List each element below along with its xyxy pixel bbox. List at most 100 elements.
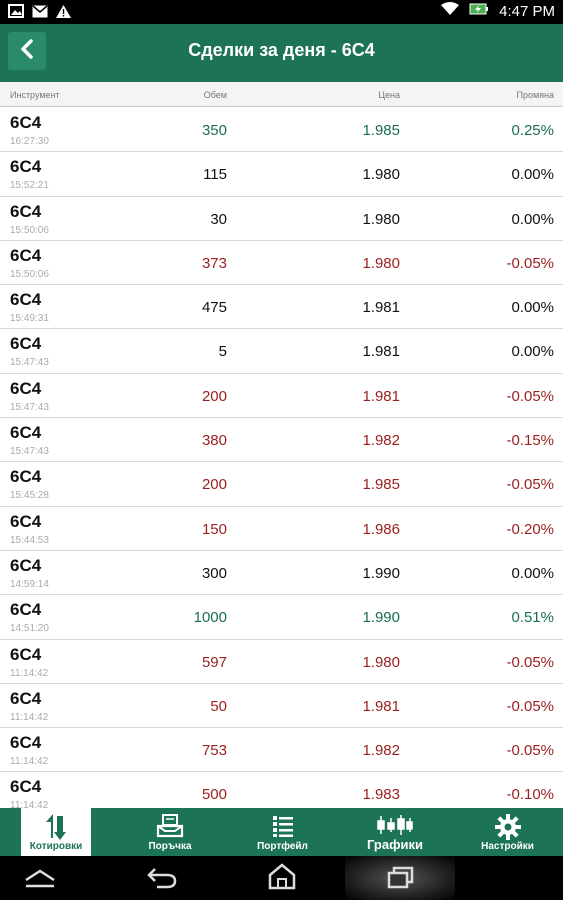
- tab-portfolio[interactable]: Портфейл: [240, 808, 325, 856]
- trade-volume: 500: [201, 786, 227, 804]
- instrument-symbol: 6C4: [10, 644, 42, 664]
- trade-time: 15:50:06: [10, 224, 49, 236]
- back-button[interactable]: [8, 32, 46, 70]
- home-up-icon[interactable]: [20, 864, 60, 892]
- app-header: Сделки за деня - 6C4: [0, 24, 563, 82]
- trade-row[interactable]: 6C4 11:14:42 753 1.982 -0.05%: [0, 728, 563, 773]
- recent-apps-icon[interactable]: [381, 864, 421, 892]
- bottom-tab-bar: Котировки Поръчка Портфейл Графики Настр…: [0, 808, 563, 856]
- trade-price: 1.980: [362, 653, 400, 671]
- column-header-volume: Обем: [203, 90, 227, 100]
- instrument-symbol: 6C4: [10, 600, 42, 620]
- trade-time: 15:50:06: [10, 268, 49, 280]
- trade-price: 1.986: [362, 520, 400, 538]
- trade-row[interactable]: 6C4 15:52:21 115 1.980 0.00%: [0, 152, 563, 197]
- trade-price: 1.980: [362, 166, 400, 184]
- trade-volume: 1000: [193, 609, 227, 627]
- instrument-symbol: 6C4: [10, 378, 42, 398]
- page-title: Сделки за деня - 6C4: [188, 40, 375, 60]
- trade-row[interactable]: 6C4 15:49:31 475 1.981 0.00%: [0, 285, 563, 330]
- trade-change: 0.51%: [511, 609, 554, 627]
- trade-volume: 30: [210, 210, 227, 228]
- instrument-symbol: 6C4: [10, 511, 42, 531]
- trade-change: -0.05%: [506, 476, 554, 494]
- trade-time: 15:44:53: [10, 534, 49, 546]
- trade-row[interactable]: 6C4 11:14:42 500 1.983 -0.10%: [0, 772, 563, 808]
- instrument-symbol: 6C4: [10, 201, 42, 221]
- back-icon[interactable]: [142, 864, 182, 892]
- trade-volume: 753: [201, 742, 227, 760]
- instrument-symbol: 6C4: [10, 423, 42, 443]
- tab-label: Настройки: [481, 841, 534, 852]
- trade-row[interactable]: 6C4 15:47:43 200 1.981 -0.05%: [0, 373, 563, 419]
- trade-time: 11:14:42: [10, 711, 49, 723]
- trade-row[interactable]: 6C4 15:47:43 380 1.982 -0.15%: [0, 418, 563, 463]
- trade-change: -0.05%: [506, 254, 554, 272]
- trade-volume: 597: [201, 653, 227, 671]
- trade-volume: 150: [201, 520, 227, 538]
- trade-row[interactable]: 6C4 15:50:06 373 1.980 -0.05%: [0, 240, 563, 286]
- instrument-symbol: 6C4: [10, 467, 42, 487]
- trade-volume: 200: [201, 476, 227, 494]
- home-icon[interactable]: [262, 862, 302, 890]
- tab-quotes[interactable]: Котировки: [21, 808, 91, 856]
- tab-settings[interactable]: Настройки: [465, 808, 550, 856]
- trade-row[interactable]: 6C4 15:47:43 5 1.981 0.00%: [0, 329, 563, 374]
- tab-label: Графики: [367, 837, 423, 852]
- trade-price: 1.985: [362, 476, 400, 494]
- trade-price: 1.982: [362, 432, 400, 450]
- trade-price: 1.981: [362, 343, 400, 361]
- trade-volume: 373: [201, 254, 227, 272]
- trade-price: 1.982: [362, 742, 400, 760]
- trade-time: 15:45:28: [10, 490, 49, 502]
- trade-price: 1.981: [362, 299, 400, 317]
- back-arrow-icon: [20, 38, 34, 64]
- trade-time: 11:14:42: [10, 667, 49, 679]
- trade-time: 15:47:43: [10, 446, 49, 458]
- trade-change: 0.25%: [511, 122, 554, 139]
- instrument-symbol: 6C4: [10, 157, 42, 177]
- trade-time: 11:14:42: [10, 756, 49, 768]
- trade-change: -0.10%: [506, 786, 554, 804]
- trade-volume: 300: [201, 564, 227, 582]
- trade-change: 0.00%: [511, 166, 554, 184]
- trade-row[interactable]: 6C4 11:14:42 50 1.981 -0.05%: [0, 683, 563, 729]
- trade-price: 1.990: [362, 564, 400, 582]
- trade-row[interactable]: 6C4 15:50:06 30 1.980 0.00%: [0, 196, 563, 241]
- candlestick-chart-icon: [350, 814, 440, 836]
- trade-row[interactable]: 6C4 15:44:53 150 1.986 -0.20%: [0, 506, 563, 551]
- trade-time: 15:47:43: [10, 401, 49, 413]
- trade-row[interactable]: 6C4 15:45:28 200 1.985 -0.05%: [0, 462, 563, 507]
- trade-row[interactable]: 6C4 11:14:42 597 1.980 -0.05%: [0, 639, 563, 684]
- trade-change: 0.00%: [511, 343, 554, 361]
- trade-row[interactable]: 6C4 16:27:30 350 1.985 0.25%: [0, 108, 563, 153]
- trade-change: -0.05%: [506, 653, 554, 671]
- trade-time: 14:59:14: [10, 578, 49, 590]
- trade-time: 15:47:43: [10, 357, 49, 369]
- instrument-symbol: 6C4: [10, 290, 42, 310]
- trade-volume: 380: [201, 432, 227, 450]
- trade-volume: 475: [201, 299, 227, 317]
- tab-charts[interactable]: Графики: [350, 808, 440, 856]
- trade-row[interactable]: 6C4 14:59:14 300 1.990 0.00%: [0, 550, 563, 596]
- trade-price: 1.980: [362, 210, 400, 228]
- trade-price: 1.983: [362, 786, 400, 804]
- gear-icon: [465, 814, 550, 840]
- column-header-price: Цена: [378, 90, 400, 100]
- wifi-icon: [441, 2, 460, 20]
- trade-volume: 200: [201, 387, 227, 405]
- battery-icon: [469, 2, 489, 20]
- trade-change: -0.20%: [506, 520, 554, 538]
- tab-order[interactable]: Поръчка: [130, 808, 210, 856]
- trade-row[interactable]: 6C4 14:51:20 1000 1.990 0.51%: [0, 595, 563, 640]
- warning-icon: [56, 4, 71, 23]
- trade-price: 1.981: [362, 387, 400, 405]
- trades-list[interactable]: 6C4 16:27:30 350 1.985 0.25% 6C4 15:52:21 115 1.…: [0, 108, 563, 808]
- trade-volume: 115: [203, 166, 227, 184]
- trade-change: -0.15%: [506, 432, 554, 450]
- trade-change: -0.05%: [506, 387, 554, 405]
- trade-price: 1.981: [362, 697, 400, 715]
- trade-change: -0.05%: [506, 742, 554, 760]
- status-bar: 4:47 PM: [0, 0, 563, 24]
- trade-time: 14:51:20: [10, 623, 49, 635]
